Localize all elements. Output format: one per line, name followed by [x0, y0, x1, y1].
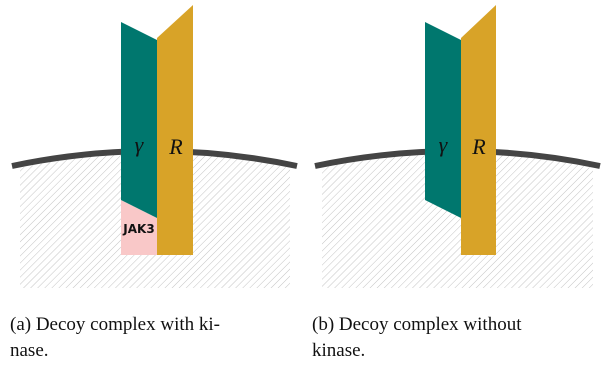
caption-line: (b) Decoy complex without — [312, 314, 522, 335]
gamma-label: γ — [135, 132, 145, 157]
figure: γ R JAK3 (a) Decoy complex with ki- nase… — [0, 0, 605, 366]
kinase-label: JAK3 — [122, 222, 154, 236]
caption-line: nase. — [10, 340, 49, 361]
panel-a: γ R JAK3 (a) Decoy complex with ki- nase… — [10, 5, 297, 361]
gamma-chain — [121, 22, 157, 218]
receptor-chain — [157, 5, 193, 255]
receptor-label: R — [168, 134, 183, 159]
receptor-label: R — [471, 134, 486, 159]
caption-line: kinase. — [312, 340, 365, 361]
receptor-chain — [461, 5, 496, 255]
caption-line: (a) Decoy complex with ki- — [10, 314, 220, 335]
page: {"panels": [ {"gamma": "γ", "receptor": … — [0, 0, 605, 366]
panel-b: γ R (b) Decoy complex without kinase. — [312, 5, 600, 361]
gamma-label: γ — [439, 132, 449, 157]
gamma-chain — [425, 22, 461, 218]
